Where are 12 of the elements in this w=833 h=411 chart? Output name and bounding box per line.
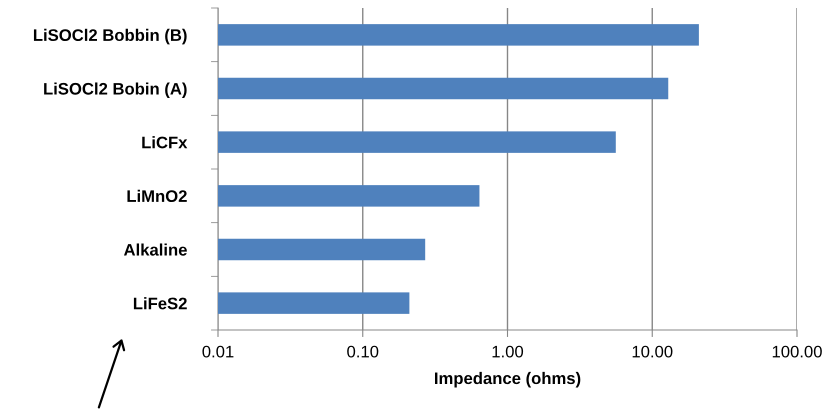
x-axis-title: Impedance (ohms) [434, 372, 580, 388]
x-tick-label: 0.10 [347, 346, 378, 358]
y-tick-label: LiMnO2 [127, 190, 187, 202]
x-tick-label: 0.01 [202, 346, 234, 358]
x-tick-label: 1.00 [492, 346, 524, 358]
x-tick-label: 10.00 [632, 346, 672, 358]
y-tick-label: LiSOCl2 Bobbin (B) [34, 28, 187, 44]
y-tick-label: Alkaline [124, 243, 187, 256]
x-tick-label: 100.00 [772, 346, 822, 358]
y-tick-label: LiSOCl2 Bobin (A) [44, 82, 187, 98]
y-tick-label: LiFeS2 [134, 297, 187, 310]
y-tick-label: LiCFx [142, 136, 188, 148]
